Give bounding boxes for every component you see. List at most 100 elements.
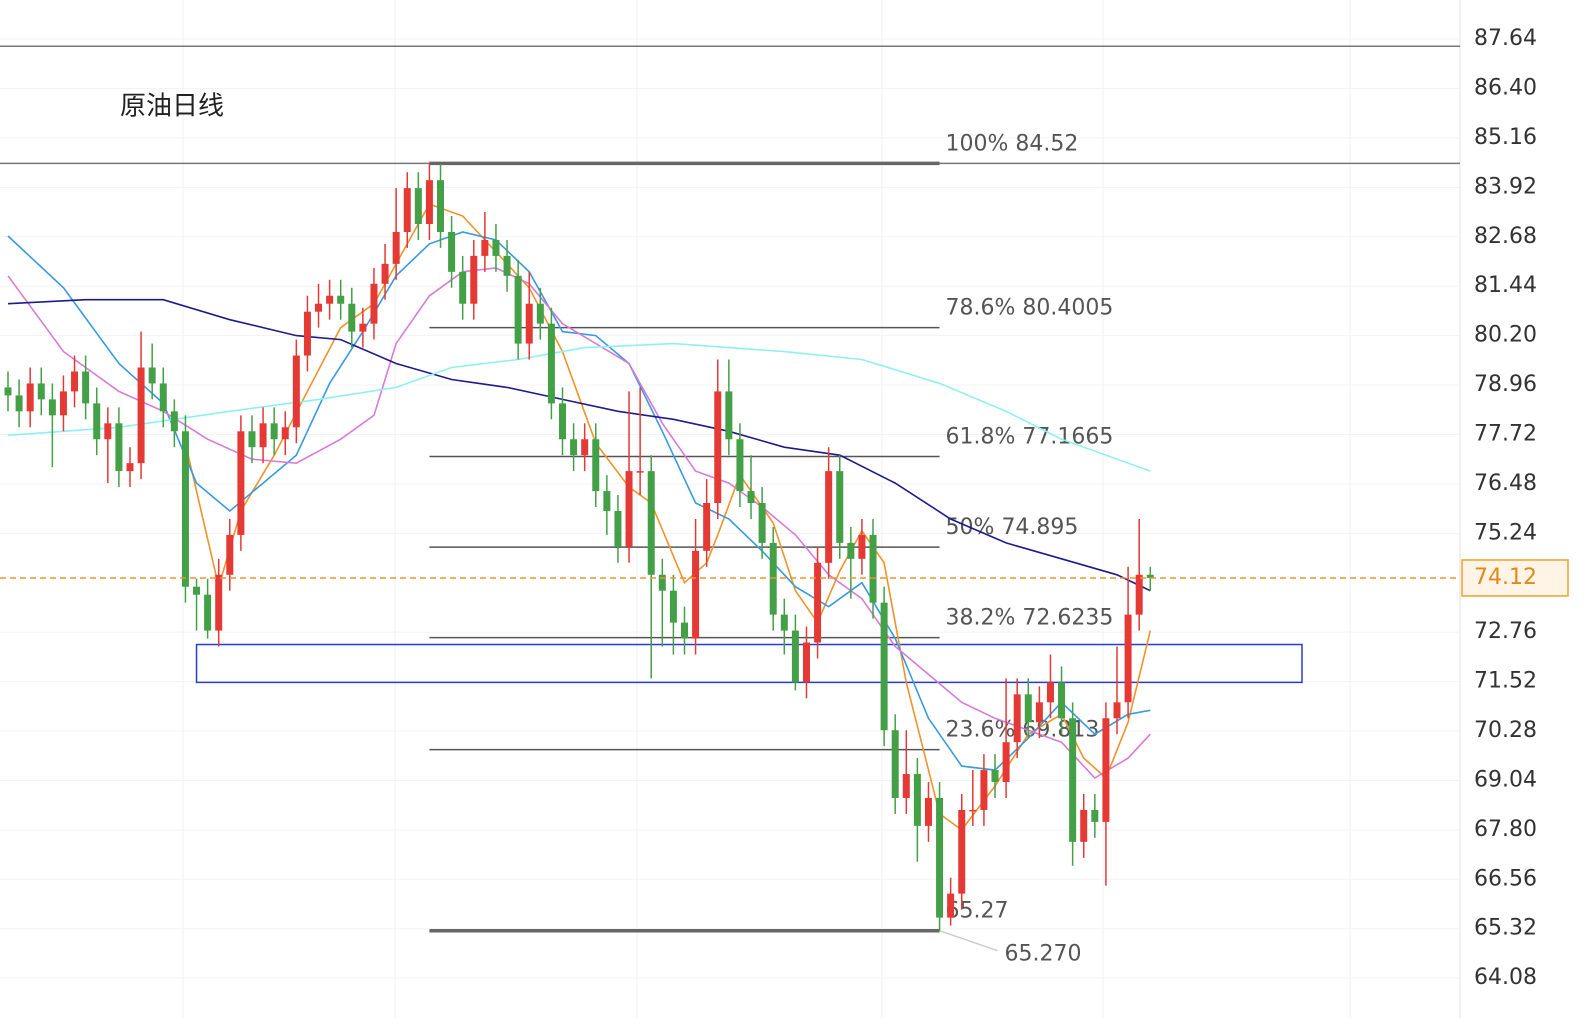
y-tick-label: 76.48 (1474, 471, 1537, 496)
candle-body (825, 471, 833, 563)
vertical-grid (182, 0, 1351, 1018)
candle-body (747, 491, 755, 504)
candle-body (1046, 682, 1054, 703)
candle-body (425, 180, 433, 225)
y-tick-label: 67.80 (1474, 817, 1537, 842)
candle-body (680, 622, 688, 639)
candle-body (858, 534, 866, 559)
candle-body (437, 180, 445, 232)
candle-body (625, 471, 633, 547)
candle-body (980, 770, 988, 810)
candle-body (148, 367, 156, 384)
candle-body (991, 770, 999, 783)
fib-label: 61.8% 77.1665 (946, 425, 1114, 450)
candle-body (359, 323, 367, 332)
candle-body (636, 471, 644, 473)
candle-body (525, 303, 533, 344)
fib-label: 38.2% 72.6235 (946, 606, 1114, 631)
candle-body (481, 239, 489, 256)
fib-label: 23.6% 69.813 (946, 718, 1100, 743)
candle-body (37, 383, 45, 400)
candle-body (780, 614, 788, 631)
candle-body (559, 403, 566, 440)
candle-body (714, 391, 722, 504)
candle-body (1002, 742, 1010, 783)
y-tick-label: 69.04 (1474, 767, 1537, 792)
candle-body (514, 275, 522, 344)
candle-body (592, 439, 600, 492)
y-tick-label: 71.52 (1474, 669, 1537, 694)
y-tick-label: 82.68 (1474, 224, 1537, 249)
moving-average-line (7, 267, 1151, 780)
moving-average-line (7, 342, 1151, 472)
candle-body (226, 534, 234, 575)
candle-body (126, 463, 134, 472)
candle-body (1013, 694, 1021, 743)
candle-body (170, 411, 178, 432)
candle-body (15, 395, 23, 412)
candle-body (181, 431, 189, 587)
candle-body (59, 391, 67, 416)
candle-body (669, 590, 677, 623)
candle-body (836, 471, 844, 543)
candle-body (614, 510, 622, 547)
candle-body (536, 303, 544, 324)
candle-body (4, 387, 12, 396)
candle-body (725, 391, 733, 440)
candle-body (936, 797, 944, 918)
last-price-label: 74.12 (1474, 565, 1537, 590)
candle-body (237, 431, 245, 535)
candle-body (581, 439, 589, 456)
candle-body (891, 730, 899, 798)
candle-body (1091, 809, 1099, 822)
candle-body (902, 774, 910, 798)
y-tick-label: 72.76 (1474, 619, 1537, 644)
candle-body (880, 602, 888, 731)
candle-body (303, 311, 311, 356)
candle-body (924, 797, 932, 826)
candle-body (1069, 718, 1077, 842)
candle-body (1102, 718, 1110, 822)
annotation-leader (939, 929, 998, 952)
y-tick-label: 66.56 (1474, 866, 1537, 891)
candle-body (348, 303, 356, 332)
candle-body (1024, 694, 1032, 723)
y-tick-label: 85.16 (1474, 125, 1537, 150)
candle-body (1035, 702, 1043, 723)
candle-body (326, 295, 334, 304)
candle-body (315, 303, 323, 312)
y-tick-label: 75.24 (1474, 520, 1537, 545)
candle-body (204, 594, 212, 631)
fib-label: 50% 74.895 (946, 515, 1079, 540)
y-tick-label: 78.96 (1474, 372, 1537, 397)
candle-body (459, 271, 467, 304)
candle-body (448, 231, 456, 272)
candle-body (958, 809, 966, 894)
y-tick-label: 70.28 (1474, 718, 1537, 743)
fib-label: 100% 84.52 (946, 131, 1079, 156)
chart-title: 原油日线 (120, 92, 224, 122)
candle-body (159, 383, 167, 412)
candle-body (104, 423, 112, 440)
candle-body (392, 231, 400, 264)
candle-body (758, 503, 766, 543)
candle-body (1080, 809, 1088, 842)
candle-body (570, 439, 578, 456)
y-tick-label: 80.20 (1474, 323, 1537, 348)
candle-body (403, 188, 411, 232)
candle-body (71, 371, 79, 392)
zone-box (195, 643, 1303, 684)
last-price-box (1461, 559, 1569, 597)
candle-body (93, 403, 101, 440)
candle-body (1124, 614, 1132, 703)
candle-body (292, 355, 300, 428)
candle-body (82, 371, 90, 404)
candle-body (647, 471, 655, 575)
candle-body (913, 774, 921, 826)
candle-body (869, 534, 877, 603)
candle-body (115, 423, 123, 472)
candle-body (658, 574, 666, 591)
candle-body (337, 295, 345, 304)
annotation-label: 65.270 (1005, 942, 1082, 967)
